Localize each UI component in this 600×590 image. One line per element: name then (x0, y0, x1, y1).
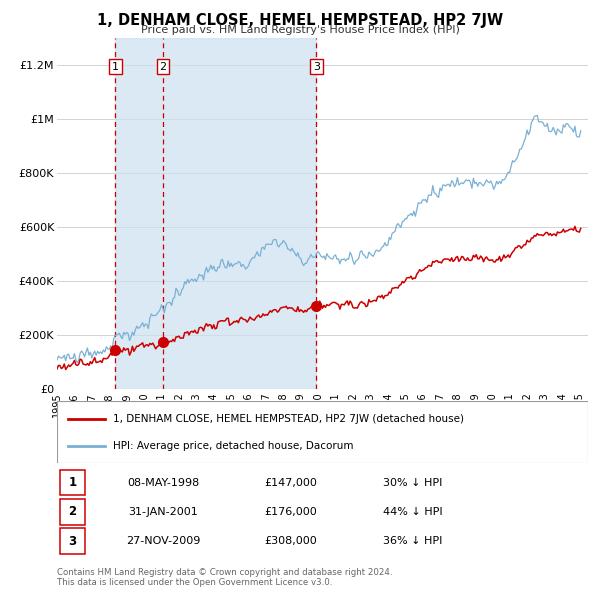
Text: £176,000: £176,000 (264, 507, 317, 517)
Text: 36% ↓ HPI: 36% ↓ HPI (383, 536, 442, 546)
Text: 30% ↓ HPI: 30% ↓ HPI (383, 477, 442, 487)
Text: 1, DENHAM CLOSE, HEMEL HEMPSTEAD, HP2 7JW: 1, DENHAM CLOSE, HEMEL HEMPSTEAD, HP2 7J… (97, 13, 503, 28)
Text: 27-NOV-2009: 27-NOV-2009 (126, 536, 200, 546)
Text: 31-JAN-2001: 31-JAN-2001 (128, 507, 198, 517)
Text: HPI: Average price, detached house, Dacorum: HPI: Average price, detached house, Daco… (113, 441, 353, 451)
FancyBboxPatch shape (57, 401, 588, 463)
Text: 3: 3 (68, 535, 76, 548)
Text: Price paid vs. HM Land Registry's House Price Index (HPI): Price paid vs. HM Land Registry's House … (140, 25, 460, 35)
FancyBboxPatch shape (59, 499, 85, 525)
FancyBboxPatch shape (59, 470, 85, 496)
FancyBboxPatch shape (59, 528, 85, 554)
Text: 1: 1 (68, 476, 76, 489)
Text: 3: 3 (313, 62, 320, 72)
Text: 08-MAY-1998: 08-MAY-1998 (127, 477, 199, 487)
Text: 2: 2 (159, 62, 166, 72)
Bar (115, 38, 316, 389)
Text: £147,000: £147,000 (264, 477, 317, 487)
Text: 1: 1 (112, 62, 119, 72)
Text: 1, DENHAM CLOSE, HEMEL HEMPSTEAD, HP2 7JW (detached house): 1, DENHAM CLOSE, HEMEL HEMPSTEAD, HP2 7J… (113, 414, 464, 424)
Text: 2: 2 (68, 505, 76, 519)
Text: £308,000: £308,000 (264, 536, 317, 546)
Text: 44% ↓ HPI: 44% ↓ HPI (383, 507, 443, 517)
Text: Contains HM Land Registry data © Crown copyright and database right 2024.
This d: Contains HM Land Registry data © Crown c… (57, 568, 392, 587)
